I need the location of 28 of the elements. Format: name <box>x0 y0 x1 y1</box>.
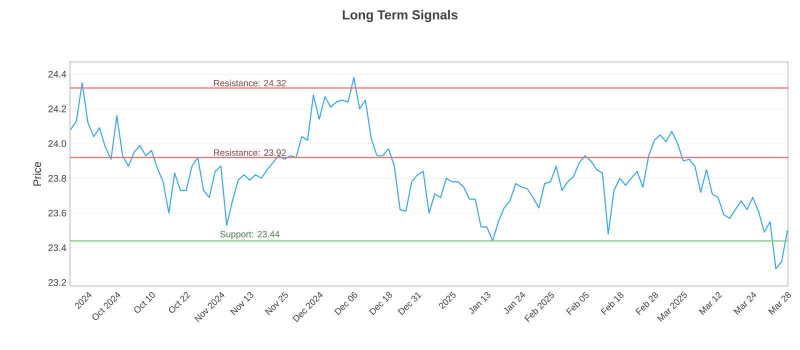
line-series <box>70 77 788 270</box>
x-tick-label: Jan 24 <box>504 292 526 314</box>
x-tick-label: Feb 05 <box>566 292 589 315</box>
x-tick-label: Mar 24 <box>734 292 756 315</box>
ref-line-label: Resistance: 23.92 <box>214 149 286 156</box>
x-tick-label: Dec 18 <box>368 292 392 316</box>
y-tick-label: 24.2 <box>48 106 66 112</box>
y-axis-title: Price <box>33 162 42 186</box>
x-tick-label: Mar 12 <box>698 292 722 315</box>
y-tick-label: 24.4 <box>48 70 66 78</box>
y-tick-label: 23.8 <box>48 174 66 182</box>
x-tick-label: Dec 06 <box>334 292 358 316</box>
x-tick-label: Dec 31 <box>398 292 422 316</box>
y-tick-label: 24.0 <box>48 140 66 147</box>
y-tick-label: 23.6 <box>48 210 66 216</box>
x-tick-label: Mar 28 <box>768 292 791 315</box>
x-tick-label: Oct 22 <box>168 292 190 313</box>
chart-title: Long Term Signals <box>342 10 458 22</box>
x-tick-label: Feb 18 <box>600 292 624 315</box>
ref-line-label: Support: 23.44 <box>220 230 280 240</box>
x-tick-label: Feb 28 <box>635 292 658 315</box>
ref-line-label: Resistance: 24.32 <box>214 80 286 86</box>
x-tick-label: Nov 13 <box>230 292 254 316</box>
x-tick-label: Nov 25 <box>264 292 288 316</box>
y-tick-label: 23.2 <box>48 279 66 286</box>
x-tick-label: Oct 10 <box>134 292 155 313</box>
x-tick-label: Jan 13 <box>469 292 490 314</box>
y-tick-label: 23.4 <box>48 244 66 252</box>
